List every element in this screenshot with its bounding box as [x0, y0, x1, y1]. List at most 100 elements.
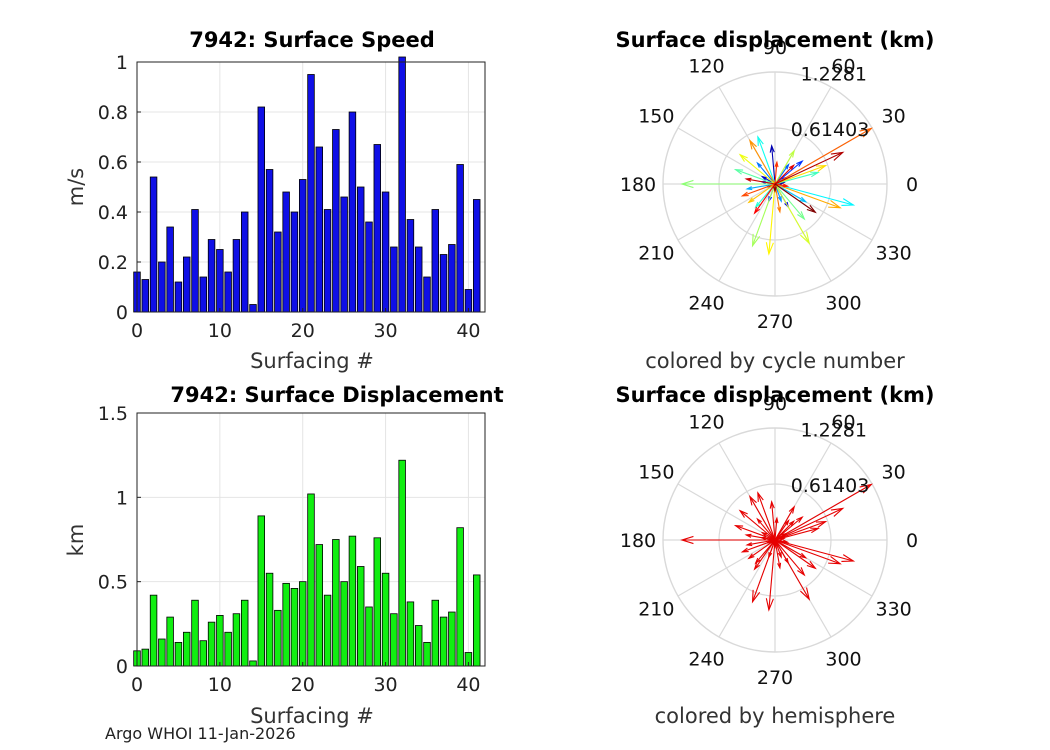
polar-hemisphere-arrows: [680, 483, 873, 612]
speed-bars: [133, 56, 481, 313]
polar-hemisphere-chart: 0 30 60 90 120 150 180 210 240 270 300 330 0.61403 1.…: [615, 383, 934, 728]
bar: [323, 209, 332, 313]
arrow-head: [748, 138, 757, 150]
bar: [232, 239, 241, 313]
angle-label: 60: [831, 411, 855, 433]
bar: [249, 304, 257, 313]
bar: [472, 574, 481, 667]
polar-hemisphere-title: Surface displacement (km): [615, 383, 934, 407]
bar: [423, 276, 431, 313]
arrow-head: [789, 519, 796, 526]
angle-label: 0: [906, 530, 918, 552]
arrow-head: [753, 206, 760, 215]
displacement-arrow: [774, 539, 805, 576]
bar: [240, 211, 249, 313]
polar-hemisphere-labels: 0 30 60 90 120 150 180 210 240 270 300 330 0.61403 1.…: [620, 393, 918, 689]
displacement-arrow: [739, 154, 776, 185]
speed-title: 7942: Surface Speed: [189, 28, 435, 52]
displacement-arrow: [774, 162, 778, 185]
y-tick-label: 0.2: [98, 252, 128, 274]
arrow-head: [815, 520, 828, 528]
displacement-arrow: [771, 145, 776, 185]
displacement-arrow: [774, 527, 819, 541]
bar: [381, 191, 390, 313]
bar: [249, 660, 257, 667]
bar: [199, 276, 208, 313]
displacement-arrow: [774, 127, 872, 185]
displacement-arrow: [756, 518, 776, 541]
angle-label: 180: [620, 530, 656, 552]
bar: [373, 144, 382, 313]
arrow-head: [769, 499, 775, 509]
bar: [257, 106, 266, 313]
bar: [390, 613, 398, 667]
bar: [298, 179, 307, 313]
angle-label: 300: [825, 649, 861, 671]
speed-ticks: 0 10 20 30 40 0 0.2 0.4 0.6 0.8 1: [98, 52, 486, 342]
bar: [456, 164, 464, 313]
arrow-head: [738, 153, 748, 162]
arrow-head: [738, 509, 748, 518]
bar: [340, 581, 348, 667]
ring-label: 1.2281: [800, 420, 866, 442]
displacement-arrow: [747, 539, 776, 546]
arrow-head: [777, 196, 782, 203]
bar: [340, 196, 348, 313]
angle-label: 210: [638, 599, 674, 621]
bar: [199, 640, 208, 667]
arrow-head: [815, 164, 828, 172]
bar: [232, 613, 241, 667]
angle-label: 270: [757, 667, 793, 689]
bar: [381, 572, 390, 667]
arrow-head: [774, 160, 779, 168]
displacement-arrow: [774, 171, 819, 185]
polar-hemisphere-caption: colored by hemisphere: [655, 704, 896, 728]
angle-label: 180: [620, 174, 656, 196]
arrow-head: [745, 186, 753, 191]
bar: [356, 566, 365, 667]
displacement-arrow: [774, 539, 810, 600]
displacement-arrow: [774, 506, 795, 541]
arrow-head: [748, 494, 757, 506]
bar: [149, 176, 158, 313]
arrow-head: [772, 186, 778, 194]
displacement-arrow: [748, 539, 776, 559]
bar: [174, 641, 183, 667]
x-tick-label: 20: [291, 674, 315, 696]
bar: [158, 261, 166, 313]
arrow-head: [740, 191, 749, 197]
arrow-head: [740, 547, 749, 553]
x-tick-label: 40: [456, 320, 480, 342]
bar: [323, 594, 332, 667]
arrow-head: [772, 542, 778, 550]
bar: [207, 239, 216, 313]
arrow-head: [744, 177, 752, 182]
y-tick-label: 1: [116, 487, 128, 509]
angle-label: 120: [688, 55, 724, 77]
bar: [332, 129, 340, 313]
arrow-head: [760, 175, 768, 181]
arrow-head: [751, 233, 761, 248]
y-tick-label: 0.4: [98, 202, 128, 224]
arrow-head: [797, 211, 806, 221]
y-tick-label: 0.8: [98, 102, 128, 124]
arrow-head: [789, 163, 796, 170]
bar: [158, 638, 166, 667]
bar: [191, 599, 199, 667]
arrow-head: [859, 127, 873, 138]
arrow-head: [797, 567, 806, 577]
plot-frame-top: [136, 412, 486, 667]
bar: [298, 581, 307, 667]
bar: [191, 209, 199, 313]
bar: [448, 244, 456, 313]
x-tick-label: 20: [291, 320, 315, 342]
bar: [365, 606, 373, 667]
bar: [307, 74, 315, 313]
bar: [290, 211, 299, 313]
angle-label: 120: [688, 411, 724, 433]
arrow-head: [680, 179, 694, 189]
polar-ring-outer: [662, 427, 888, 653]
bar: [315, 544, 324, 667]
bar: [166, 616, 174, 667]
displacement-arrow: [774, 539, 854, 562]
